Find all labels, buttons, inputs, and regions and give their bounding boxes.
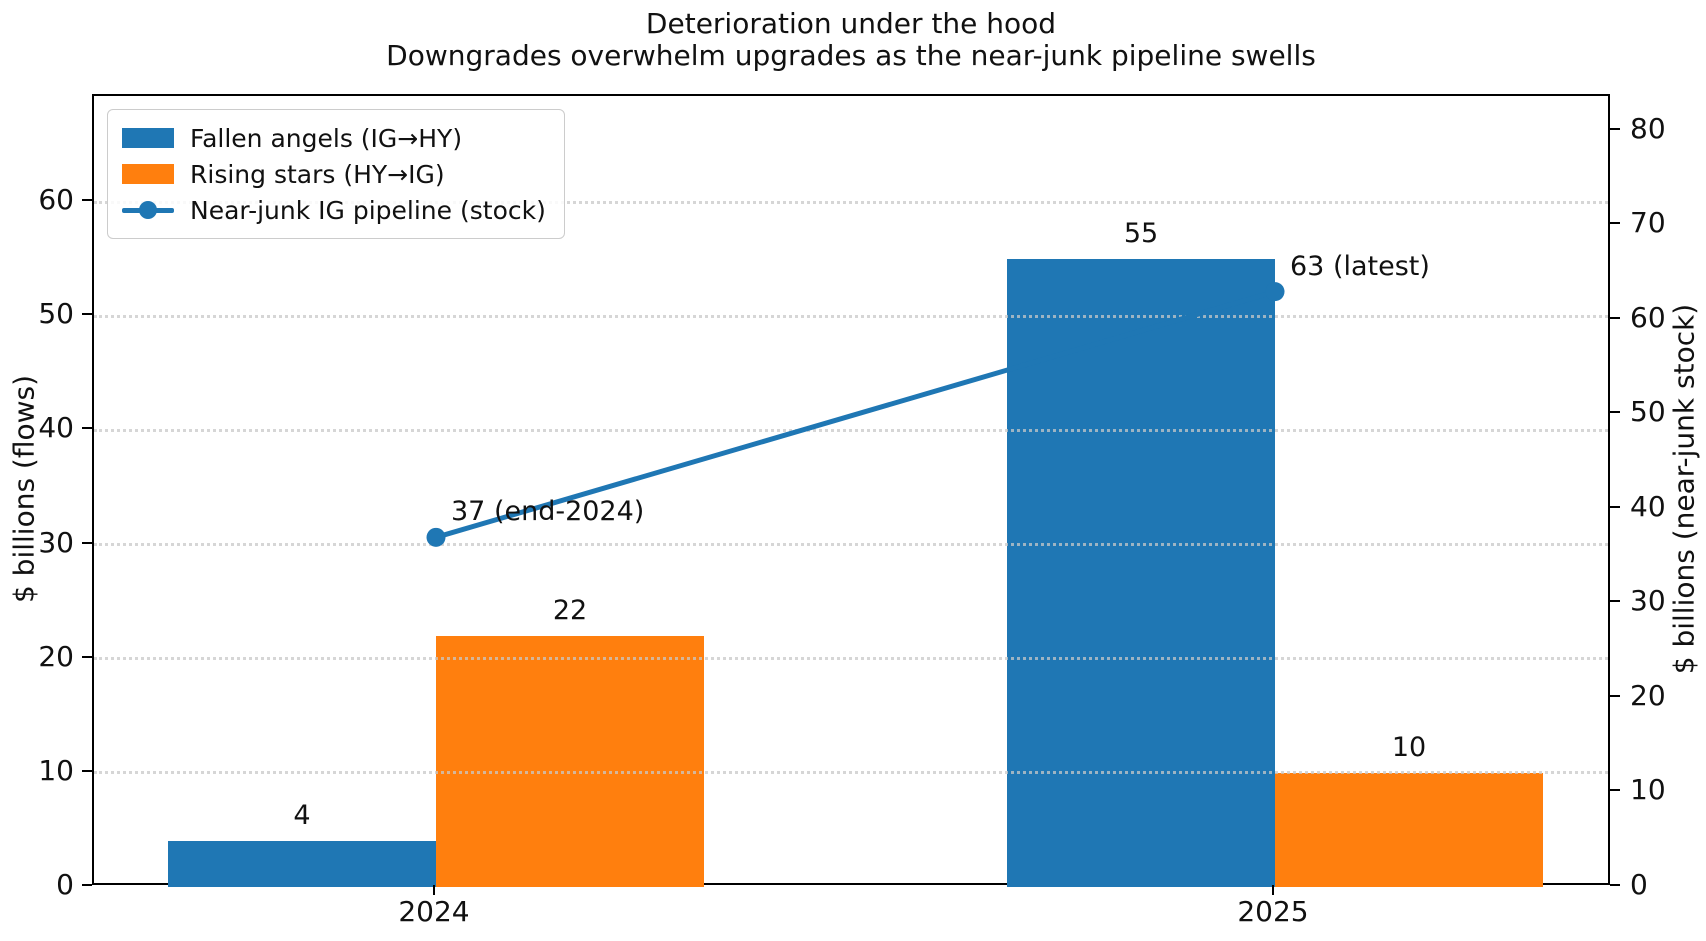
right-tick-label-50: 50 [1630, 395, 1666, 429]
plot-area: 37 (end-2024) 63 (latest) 4 55 22 10 [92, 94, 1610, 887]
right-tick-mark-40 [1610, 505, 1620, 508]
right-tick-mark-80 [1610, 127, 1620, 130]
line-marker-2024 [426, 527, 446, 547]
left-tick-mark-60 [82, 199, 92, 202]
right-tick-label-40: 40 [1630, 489, 1666, 523]
right-tick-label-10: 10 [1630, 773, 1666, 807]
gridline-y-40 [94, 428, 1608, 432]
right-tick-label-60: 60 [1630, 300, 1666, 334]
left-tick-mark-0 [82, 884, 92, 886]
left-axis-label: $ billions (flows) [7, 374, 41, 604]
left-tick-label-10: 10 [38, 753, 74, 787]
chart-subtitle: Downgrades overwhelm upgrades as the nea… [386, 39, 1316, 72]
bar-value-label-2024-1: 22 [552, 594, 588, 626]
bar-rising-stars-hy-ig-2024 [436, 635, 704, 887]
left-tick-label-20: 20 [38, 639, 74, 673]
left-tick-label-0: 0 [56, 868, 74, 901]
line-marker-2025 [1265, 282, 1285, 302]
legend-label-near-junk-pipeline: Near-junk IG pipeline (stock) [190, 195, 546, 225]
legend: Fallen angels (IG→HY) Rising stars (HY→I… [107, 109, 565, 239]
x-tick-mark-2025 [1272, 885, 1274, 895]
legend-swatch-rising-stars [122, 164, 174, 184]
gridline-y-20 [94, 657, 1608, 661]
bar-rising-stars-hy-ig-2025 [1275, 772, 1543, 887]
left-tick-mark-10 [82, 769, 92, 772]
legend-item-fallen-angels: Fallen angels (IG→HY) [122, 120, 546, 156]
point-annotation-2024: 37 (end-2024) [451, 496, 645, 528]
left-tick-label-40: 40 [38, 411, 74, 445]
left-tick-label-50: 50 [38, 297, 74, 331]
legend-item-rising-stars: Rising stars (HY→IG) [122, 156, 546, 192]
point-annotation-2025: 63 (latest) [1290, 250, 1430, 282]
trend-line [435, 289, 1276, 540]
bar-fallen-angels-ig-hy-2024 [168, 841, 436, 887]
gridline-y-10 [94, 771, 1608, 775]
left-tick-label-30: 30 [38, 525, 74, 559]
left-tick-mark-30 [82, 541, 92, 544]
bar-value-label-2025-0: 55 [1123, 218, 1159, 250]
right-tick-label-20: 20 [1630, 678, 1666, 712]
legend-swatch-fallen-angels [122, 128, 174, 148]
gridline-y-30 [94, 543, 1608, 547]
bar-value-label-2024-0: 4 [293, 800, 311, 832]
x-tick-mark-2024 [433, 885, 435, 895]
chart-title: Deterioration under the hood [645, 7, 1057, 40]
trend-line-svg [426, 282, 1285, 547]
right-tick-mark-0 [1610, 884, 1620, 886]
legend-item-near-junk-pipeline: Near-junk IG pipeline (stock) [122, 192, 546, 228]
bar-value-label-2025-1: 10 [1391, 731, 1427, 763]
title-block: Deterioration under the hood Downgrades … [92, 8, 1610, 72]
right-axis-label: $ billions (near-junk stock) [1667, 303, 1701, 675]
left-tick-mark-50 [82, 313, 92, 316]
gridline-y-50 [94, 314, 1608, 318]
legend-label-fallen-angels: Fallen angels (IG→HY) [190, 123, 463, 153]
x-tick-label-2024: 2024 [398, 895, 470, 928]
bar-fallen-angels-ig-hy-2025 [1007, 259, 1275, 887]
gridline-y-60 [94, 200, 1608, 204]
left-tick-label-60: 60 [38, 183, 74, 217]
x-tick-label-2025: 2025 [1237, 895, 1309, 928]
left-tick-mark-40 [82, 427, 92, 430]
right-tick-label-30: 30 [1630, 584, 1666, 618]
right-tick-mark-10 [1610, 789, 1620, 792]
right-tick-mark-20 [1610, 694, 1620, 697]
right-tick-label-0: 0 [1630, 868, 1648, 901]
right-tick-mark-30 [1610, 600, 1620, 603]
left-tick-mark-20 [82, 655, 92, 658]
right-tick-mark-50 [1610, 411, 1620, 414]
legend-line-marker-icon [139, 201, 157, 219]
right-tick-mark-60 [1610, 316, 1620, 319]
right-tick-label-80: 80 [1630, 111, 1666, 145]
legend-line-swatch-near-junk-pipeline [122, 200, 174, 220]
right-tick-mark-70 [1610, 222, 1620, 225]
right-tick-label-70: 70 [1630, 206, 1666, 240]
legend-label-rising-stars: Rising stars (HY→IG) [190, 159, 445, 189]
